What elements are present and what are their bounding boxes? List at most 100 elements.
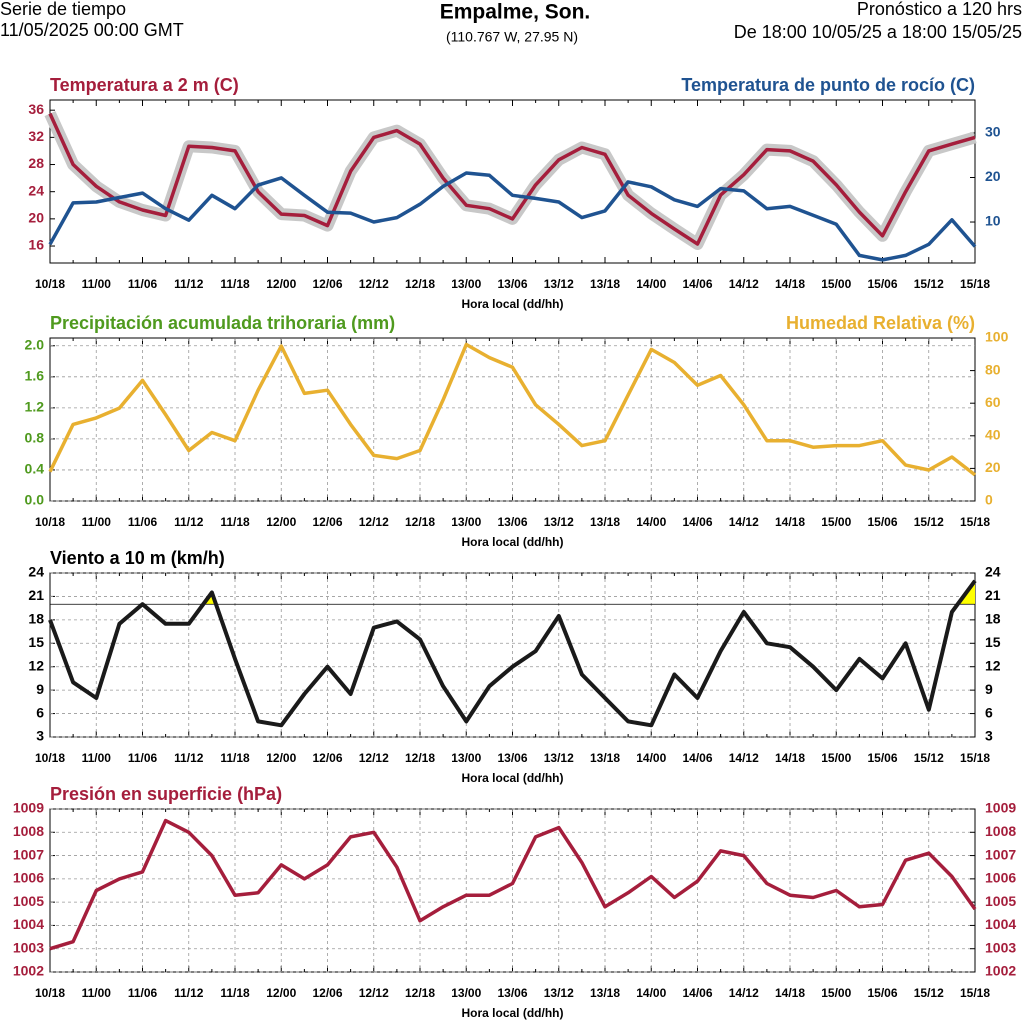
x-tick-label: 13/00: [451, 515, 481, 529]
header-left: Serie de tiempo: [0, 0, 126, 19]
x-tick-label: 15/18: [960, 751, 990, 765]
y-tick-label: 1002: [985, 963, 1016, 979]
y-tick-label: 40: [985, 427, 1001, 443]
x-tick-label: 15/06: [867, 277, 897, 291]
y-tick-label: 9: [985, 681, 993, 697]
x-tick-label: 15/12: [914, 277, 944, 291]
panel-title: Viento a 10 m (km/h): [50, 548, 225, 568]
x-tick-label: 15/18: [960, 515, 990, 529]
x-tick-label: 12/12: [359, 751, 389, 765]
y-tick-label: 20: [28, 210, 44, 226]
legend-label: Temperatura a 2 m (C): [50, 75, 239, 95]
x-tick-label: 12/00: [266, 986, 296, 1000]
y-tick-label: 0.4: [25, 461, 45, 477]
y-tick-label: 1002: [13, 963, 44, 979]
y-tick-label: 21: [28, 587, 44, 603]
y-tick-label: 1007: [13, 846, 44, 862]
y-tick-label: 0: [985, 492, 993, 508]
x-tick-label: 15/18: [960, 277, 990, 291]
x-tick-label: 10/18: [35, 751, 65, 765]
x-tick-label: 14/18: [775, 515, 805, 529]
x-tick-label: 11/00: [82, 986, 112, 1000]
y-tick-label: 24: [28, 564, 44, 580]
x-tick-label: 13/06: [497, 986, 527, 1000]
panel-title: Presión en superficie (hPa): [50, 784, 282, 804]
x-tick-label: 13/06: [497, 751, 527, 765]
y-tick-label: 21: [985, 587, 1001, 603]
y-tick-label: 18: [28, 611, 44, 627]
x-tick-label: 12/12: [359, 515, 389, 529]
x-tick-label: 10/18: [35, 277, 65, 291]
y-tick-label: 6: [985, 704, 993, 720]
x-tick-label: 12/06: [312, 515, 342, 529]
x-tick-label: 11/18: [220, 277, 250, 291]
x-tick-label: 13/18: [590, 277, 620, 291]
y-tick-label: 24: [28, 182, 44, 198]
x-tick-label: 11/06: [128, 515, 158, 529]
x-tick-label: 13/12: [544, 277, 574, 291]
x-tick-label: 15/18: [960, 986, 990, 1000]
header-right: De 18:00 10/05/25 a 18:00 15/05/25: [734, 22, 1022, 42]
x-tick-label: 13/18: [590, 751, 620, 765]
x-tick-label: 13/12: [544, 515, 574, 529]
x-tick-label: 13/18: [590, 986, 620, 1000]
y-tick-label: 1.6: [25, 368, 45, 384]
y-tick-label: 1005: [13, 893, 44, 909]
y-tick-label: 1.2: [25, 399, 45, 415]
y-tick-label: 20: [985, 459, 1001, 475]
x-tick-label: 12/00: [266, 751, 296, 765]
x-tick-label: 11/06: [128, 986, 158, 1000]
y-tick-label: 100: [985, 329, 1009, 345]
x-tick-label: 11/00: [82, 515, 112, 529]
y-tick-label: 1009: [985, 800, 1016, 816]
x-tick-label: 14/12: [729, 751, 759, 765]
x-tick-label: 14/18: [775, 986, 805, 1000]
x-tick-label: 15/06: [867, 751, 897, 765]
series-line: [48, 171, 977, 262]
x-tick-label: 12/12: [359, 986, 389, 1000]
x-axis-label: Hora local (dd/hh): [462, 1006, 564, 1020]
y-tick-label: 60: [985, 394, 1001, 410]
x-tick-label: 12/18: [405, 751, 435, 765]
x-tick-label: 11/06: [128, 751, 158, 765]
x-tick-label: 13/00: [451, 986, 481, 1000]
x-tick-label: 12/00: [266, 277, 296, 291]
x-axis-label: Hora local (dd/hh): [462, 771, 564, 785]
legend-label: Temperatura de punto de rocío (C): [681, 75, 975, 95]
y-tick-label: 1008: [985, 823, 1016, 839]
y-tick-label: 20: [985, 168, 1001, 184]
x-tick-label: 14/00: [636, 277, 666, 291]
y-tick-label: 1006: [13, 870, 44, 886]
y-tick-label: 0.0: [25, 492, 45, 508]
x-tick-label: 12/06: [312, 751, 342, 765]
y-tick-label: 2.0: [25, 336, 45, 352]
x-tick-label: 14/00: [636, 515, 666, 529]
series-line: [48, 342, 977, 477]
x-tick-label: 11/12: [174, 277, 204, 291]
x-tick-label: 11/18: [220, 986, 250, 1000]
x-tick-label: 14/06: [682, 986, 712, 1000]
y-tick-label: 1003: [13, 939, 44, 955]
x-tick-label: 15/12: [914, 751, 944, 765]
x-tick-label: 11/12: [174, 751, 204, 765]
y-tick-label: 1004: [13, 916, 44, 932]
series-line: [48, 579, 977, 728]
x-tick-label: 14/00: [636, 751, 666, 765]
x-tick-label: 12/06: [312, 986, 342, 1000]
y-tick-label: 15: [28, 634, 44, 650]
header-title: Empalme, Son.: [440, 1, 591, 24]
y-tick-label: 18: [985, 611, 1001, 627]
x-tick-label: 15/00: [821, 986, 851, 1000]
y-tick-label: 12: [28, 657, 44, 673]
x-tick-label: 15/06: [867, 986, 897, 1000]
x-tick-label: 13/00: [451, 277, 481, 291]
y-tick-label: 1007: [985, 846, 1016, 862]
x-tick-label: 11/06: [128, 277, 158, 291]
y-tick-label: 12: [985, 657, 1001, 673]
y-tick-label: 3: [36, 728, 44, 744]
x-tick-label: 12/18: [405, 986, 435, 1000]
panel-title: Precipitación acumulada trihoraria (mm): [50, 313, 395, 333]
header-right: Pronóstico a 120 hrs: [857, 0, 1022, 19]
x-tick-label: 12/12: [359, 277, 389, 291]
x-tick-label: 13/18: [590, 515, 620, 529]
